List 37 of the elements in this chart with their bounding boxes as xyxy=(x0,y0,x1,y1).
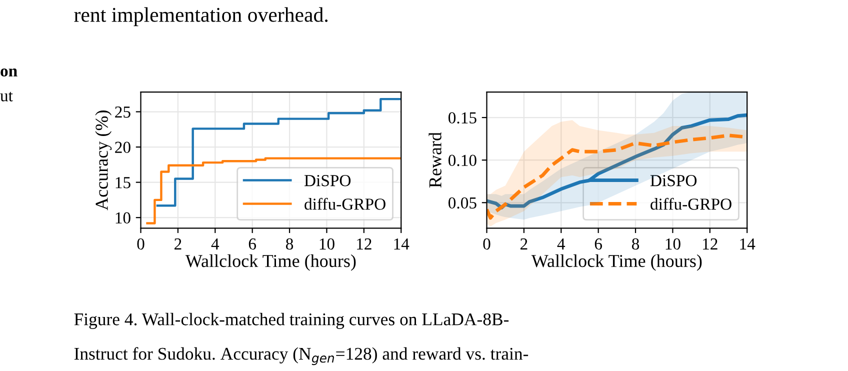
y-axis-title: Reward xyxy=(428,132,442,188)
x-tick-label: 12 xyxy=(703,238,718,250)
x-tick-label: 10 xyxy=(320,238,334,250)
x-axis-title: Wallclock Time (hours) xyxy=(531,254,702,271)
x-tick-label: 4 xyxy=(211,238,220,250)
y-tick-label: 25 xyxy=(115,106,130,118)
y-axis-title: Accuracy (%) xyxy=(95,110,112,210)
legend-label: DiSPO xyxy=(304,175,351,186)
x-tick-label: 10 xyxy=(666,238,680,250)
text: rent implementation overhead. xyxy=(74,7,328,26)
caption: Figure 4. Wall-clock-matched training curves on LLaDA-8B- xyxy=(74,312,509,329)
x-tick-label: 0 xyxy=(137,238,144,250)
text: on xyxy=(0,68,18,77)
x-tick-label: 12 xyxy=(357,238,372,250)
x-tick-label: 6 xyxy=(248,238,256,250)
text: Instruct for Sudoku. Accuracy (N$_{gen}$=128) and reward vs. train- xyxy=(74,347,528,366)
y-tick-label: 10 xyxy=(116,212,130,224)
x-tick-label: 14 xyxy=(740,238,756,250)
y-tick-label: 0.15 xyxy=(448,112,476,124)
legend-label: diffu-GRPO xyxy=(650,198,732,210)
x-tick-label: 6 xyxy=(594,238,602,250)
y-tick-label: 15 xyxy=(116,177,130,188)
x-tick-label: 14 xyxy=(394,238,410,250)
y-tick-label: 20 xyxy=(115,142,130,153)
y-tick-label: 0.05 xyxy=(448,197,476,209)
x-tick-label: 4 xyxy=(557,238,566,250)
text: ut xyxy=(0,92,13,102)
x-tick-label: 8 xyxy=(286,238,294,250)
x-tick-label: 2 xyxy=(174,238,182,250)
x-tick-label: 0 xyxy=(483,238,490,250)
x-tick-label: 2 xyxy=(520,238,528,250)
x-axis-title: Wallclock Time (hours) xyxy=(185,254,356,271)
line-series xyxy=(486,113,748,210)
legend-label: DiSPO xyxy=(650,175,697,186)
y-tick-label: 0.10 xyxy=(448,154,476,166)
x-tick-label: 8 xyxy=(632,238,640,250)
legend-label: diffu-GRPO xyxy=(304,198,386,210)
